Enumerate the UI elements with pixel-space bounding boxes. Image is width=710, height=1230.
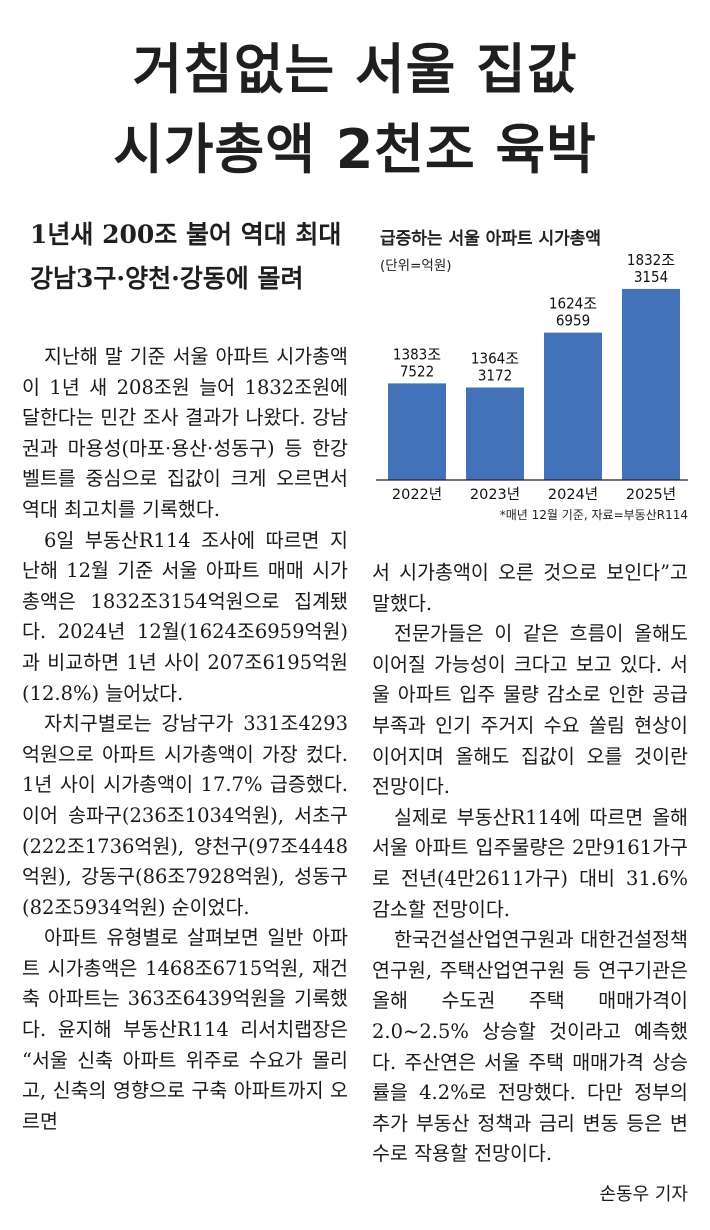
paragraph: 6일 부동산R114 조사에 따르면 지난해 12월 기준 서울 아파트 매매 … xyxy=(22,528,348,705)
subheadline-line-2: 강남3구·양천·강동에 몰려 xyxy=(30,264,304,293)
bar-value-label: 6959 xyxy=(556,312,590,330)
paragraph: 전문가들은 이 같은 흐름이 올해도 이어질 가능성이 크다고 보고 있다. 서… xyxy=(372,622,688,799)
market-cap-chart: 급증하는 서울 아파트 시가총액 (단위=억원) 1383조 7522 2022년 1… xyxy=(372,222,692,534)
headline-line-1: 거침없는 서울 집값 xyxy=(132,38,578,101)
bar-value-label: 1624조 xyxy=(549,295,597,313)
bar-value-label: 1364조 xyxy=(471,349,519,367)
bar-value-label: 1383조 xyxy=(393,345,441,363)
byline: 손동우 기자 xyxy=(599,1184,688,1205)
chart-title: 급증하는 서울 아파트 시가총액 xyxy=(380,229,602,249)
bar-2022년 xyxy=(388,383,446,480)
paragraph: 한국건설산업연구원과 대한건설정책연구원, 주택산업연구원 등 연구기관은 올해… xyxy=(372,928,688,1166)
bar-2023년 xyxy=(466,387,524,480)
bar-value-label: 3172 xyxy=(478,366,512,384)
paragraph: 서 시가총액이 오른 것으로 보인다”고 말했다. xyxy=(372,561,688,615)
paragraph: 실제로 부동산R114에 따르면 올해 서울 아파트 입주물량은 2만9161가… xyxy=(372,805,688,921)
paragraph: 지난해 말 기준 서울 아파트 시가총액이 1년 새 208조원 늘어 1832… xyxy=(22,345,348,521)
paragraph: 자치구별로는 강남구가 331조4293억원으로 아파트 시가총액이 가장 컸다… xyxy=(22,712,348,919)
chart-source-note: *매년 12월 기준, 자료=부동산R114 xyxy=(499,508,688,522)
bar-value-label: 1832조 xyxy=(627,251,675,269)
bar-2024년 xyxy=(544,332,602,480)
article-body-right: 서 시가총액이 오른 것으로 보인다”고 말했다. 전문가들은 이 같은 흐름이… xyxy=(372,558,688,1170)
category-label: 2024년 xyxy=(548,486,598,503)
chart-unit-label: (단위=억원) xyxy=(380,258,452,274)
paragraph: 아파트 유형별로 살펴보면 일반 아파트 시가총액은 1468조6715억원, … xyxy=(22,926,348,1133)
bar-value-label: 7522 xyxy=(400,362,434,380)
bar-2025년 xyxy=(622,288,680,480)
bar-value-label: 3154 xyxy=(634,268,668,286)
category-label: 2025년 xyxy=(626,486,676,503)
headline-line-2: 시가총액 2천조 육박 xyxy=(113,118,597,181)
category-label: 2023년 xyxy=(470,486,520,503)
subheadline-line-1: 1년새 200조 불어 역대 최대 xyxy=(30,220,342,249)
article-body-left: 지난해 말 기준 서울 아파트 시가총액이 1년 새 208조원 늘어 1832… xyxy=(22,342,348,1137)
category-label: 2022년 xyxy=(392,486,442,503)
